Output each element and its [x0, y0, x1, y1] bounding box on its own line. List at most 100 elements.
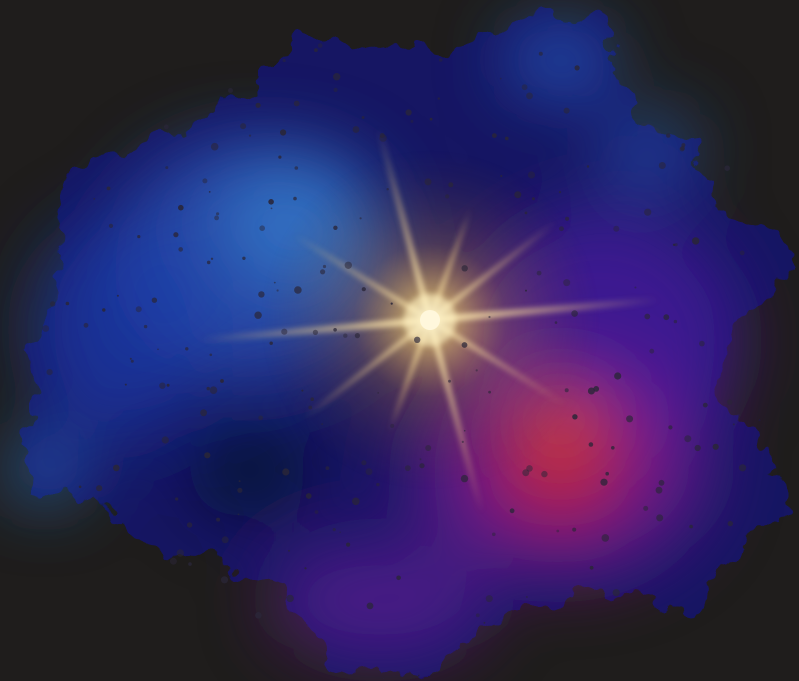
- dust-speck: [460, 474, 469, 483]
- dust-speck: [242, 256, 246, 260]
- dust-speck: [161, 436, 169, 444]
- dust-speck: [724, 165, 730, 171]
- dust-speck: [332, 528, 336, 532]
- dust-speck: [268, 199, 274, 205]
- dust-speck: [554, 321, 558, 324]
- dust-speck: [463, 429, 466, 432]
- dust-speck: [321, 423, 324, 426]
- dust-speck: [488, 390, 491, 394]
- dust-speck: [206, 386, 210, 391]
- dust-speck: [237, 487, 243, 493]
- dust-speck: [514, 191, 522, 199]
- dust-speck: [414, 336, 421, 343]
- dust-speck: [339, 531, 342, 534]
- dust-speck: [240, 123, 247, 130]
- dust-speck: [346, 542, 351, 547]
- dust-speck: [259, 225, 266, 231]
- dust-speck: [379, 134, 387, 142]
- dust-speck: [524, 211, 528, 215]
- dust-speck: [83, 322, 89, 328]
- dust-speck: [500, 174, 503, 178]
- dust-speck: [525, 289, 527, 292]
- dust-speck: [366, 602, 374, 610]
- dust-speck: [113, 464, 120, 472]
- dust-speck: [50, 301, 56, 307]
- dust-speck: [538, 51, 543, 56]
- dust-speck: [312, 329, 318, 335]
- dust-speck: [159, 382, 166, 389]
- dust-speck: [116, 294, 119, 297]
- dust-speck: [593, 386, 600, 392]
- dust-speck: [377, 392, 380, 394]
- dust-speck: [294, 166, 299, 170]
- dust-speck: [178, 204, 184, 211]
- dust-speck: [732, 423, 735, 426]
- dust-speck: [130, 359, 134, 363]
- dust-speck: [206, 260, 211, 265]
- dust-speck: [526, 92, 533, 100]
- dust-speck: [656, 514, 664, 522]
- dust-speck: [587, 387, 595, 395]
- dust-speck: [614, 372, 622, 380]
- dust-speck: [571, 310, 578, 317]
- dust-speck: [673, 319, 678, 324]
- dust-speck: [461, 342, 468, 348]
- dust-speck: [531, 197, 535, 201]
- dust-speck: [333, 87, 338, 92]
- dust-speck: [293, 100, 300, 107]
- dust-speck: [601, 534, 610, 542]
- dust-speck: [522, 469, 530, 477]
- dust-speck: [488, 315, 491, 319]
- dust-speck: [165, 166, 169, 170]
- dust-speck: [281, 328, 288, 335]
- dust-speck: [404, 465, 411, 471]
- dust-speck: [564, 388, 569, 393]
- dust-speck: [600, 478, 608, 486]
- dust-speck: [102, 308, 106, 312]
- dust-speck: [220, 379, 224, 383]
- dust-speck: [282, 58, 286, 63]
- dust-speck: [405, 109, 412, 116]
- dust-speck: [674, 243, 678, 247]
- dust-speck: [559, 226, 564, 232]
- dust-speck: [605, 471, 609, 476]
- dust-speck: [541, 470, 548, 478]
- dust-speck: [188, 562, 192, 566]
- dust-speck: [200, 409, 208, 417]
- dust-speck: [237, 513, 240, 516]
- dust-speck: [151, 297, 158, 303]
- dust-speck: [483, 621, 486, 624]
- dust-speck: [572, 527, 577, 532]
- dust-speck: [96, 485, 103, 492]
- dust-speck: [658, 479, 665, 486]
- dust-speck: [173, 232, 179, 238]
- dust-speck: [269, 341, 273, 345]
- dust-speck: [310, 397, 315, 402]
- dust-speck: [390, 302, 393, 305]
- dust-speck: [209, 353, 213, 357]
- dust-speck: [216, 212, 220, 216]
- dust-speck: [672, 243, 676, 246]
- dust-speck: [314, 48, 318, 52]
- dust-speck: [680, 146, 685, 151]
- dust-speck: [42, 325, 50, 332]
- dust-speck: [586, 165, 590, 168]
- dust-speck: [65, 301, 70, 306]
- dust-speck: [317, 43, 323, 48]
- dust-speck: [365, 468, 373, 476]
- dust-speck: [163, 124, 169, 130]
- dust-speck: [361, 116, 365, 119]
- dust-speck: [216, 517, 221, 522]
- dust-speck: [521, 84, 528, 91]
- dust-speck: [525, 596, 528, 598]
- dust-speck: [644, 208, 652, 216]
- dust-speck: [352, 497, 360, 506]
- dust-speck: [280, 129, 287, 136]
- dust-speck: [702, 402, 708, 408]
- dust-speck: [359, 217, 362, 220]
- dust-speck: [666, 133, 671, 138]
- dust-speck: [354, 333, 360, 339]
- dust-speck: [505, 136, 509, 141]
- dust-speck: [536, 270, 542, 276]
